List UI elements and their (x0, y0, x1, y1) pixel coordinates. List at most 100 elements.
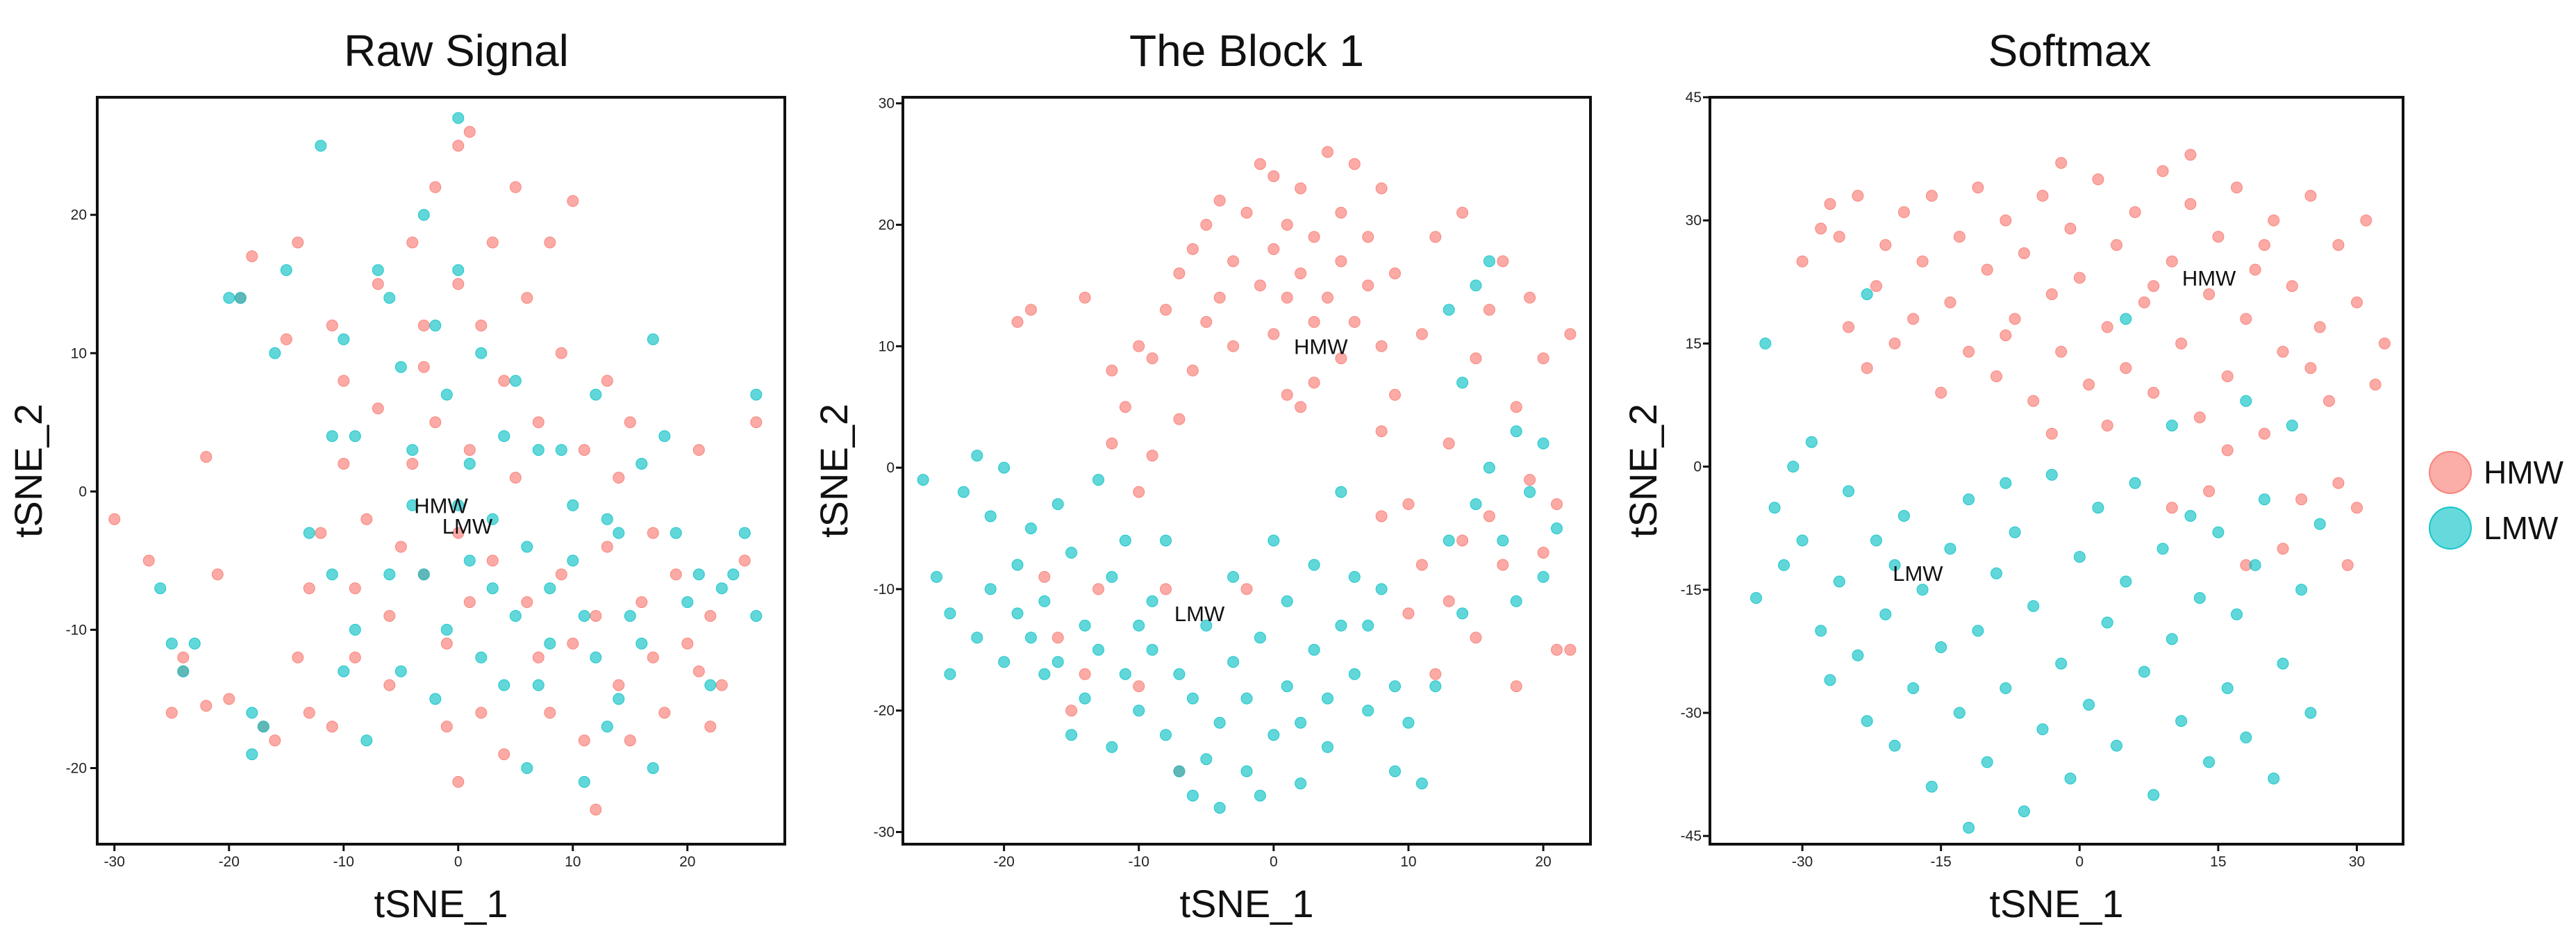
data-point-hmw (1213, 195, 1226, 207)
data-point-lmw (383, 568, 396, 581)
legend-item-hmw: HMW (2429, 451, 2564, 494)
data-point-hmw (647, 527, 659, 539)
data-point-hmw (1200, 219, 1213, 231)
data-point-lmw (1092, 474, 1104, 486)
y-tick-label: 45 (1686, 90, 1702, 106)
data-point-lmw (2055, 657, 2068, 670)
data-point-hmw (544, 236, 556, 249)
data-point-lmw (1852, 649, 1864, 661)
data-point-hmw (715, 679, 728, 691)
data-point-hmw (326, 320, 338, 331)
data-point-hmw (2286, 280, 2298, 293)
data-point-hmw (1200, 315, 1213, 328)
data-point-lmw (1429, 680, 1442, 693)
data-point-lmw (1281, 595, 1293, 607)
x-tick-label: -10 (1129, 854, 1149, 870)
data-point-hmw (463, 126, 476, 138)
data-point-lmw (917, 474, 929, 486)
y-axis-label: tSNE_2 (6, 404, 50, 538)
data-point-lmw (223, 292, 235, 304)
data-point-lmw (1888, 559, 1901, 571)
data-point-lmw (984, 583, 997, 595)
data-point-lmw (624, 610, 636, 622)
data-point-lmw (2000, 477, 2012, 489)
y-tick-label: -45 (1681, 828, 1702, 844)
data-point-hmw (1106, 364, 1118, 377)
data-point-hmw (1443, 437, 1455, 450)
data-point-lmw (1907, 682, 1920, 694)
data-point-lmw (1200, 619, 1213, 632)
data-point-hmw (1146, 352, 1158, 365)
data-point-hmw (2000, 329, 2012, 342)
data-point-hmw (315, 527, 327, 539)
data-point-lmw (681, 596, 694, 609)
data-point-lmw (2304, 707, 2317, 719)
data-point-lmw (360, 734, 373, 747)
data-point-hmw (2083, 379, 2095, 390)
data-point-hmw (338, 458, 350, 470)
data-point-hmw (383, 679, 396, 691)
data-point-lmw (1268, 534, 1280, 547)
data-point-lmw (1186, 692, 1199, 705)
data-point-hmw (1510, 401, 1522, 413)
data-point-hmw (2258, 239, 2270, 252)
data-point-hmw (452, 527, 465, 539)
data-point-hmw (1443, 595, 1455, 607)
data-point-hmw (1295, 182, 1307, 195)
data-point-lmw (578, 775, 590, 788)
data-point-hmw (1240, 583, 1253, 595)
data-point-hmw (429, 416, 442, 429)
data-point-lmw (1524, 486, 1536, 498)
data-point-lmw (635, 458, 648, 470)
data-point-hmw (452, 278, 465, 290)
data-point-lmw (2231, 608, 2243, 620)
data-point-hmw (1537, 352, 1549, 365)
legend-swatch (2429, 507, 2472, 550)
data-point-hmw (670, 568, 682, 581)
data-point-hmw (1510, 680, 1522, 693)
data-point-hmw (624, 734, 636, 747)
data-point-lmw (498, 430, 510, 443)
data-point-hmw (2221, 370, 2234, 383)
data-point-hmw (1870, 280, 1882, 293)
series-lmw (1750, 288, 2326, 834)
data-point-hmw (2258, 427, 2270, 440)
data-point-lmw (1402, 716, 1415, 729)
data-point-hmw (1133, 340, 1145, 352)
y-tick-label: 0 (78, 484, 87, 500)
series-hmw (1796, 149, 2391, 571)
data-point-hmw (1186, 364, 1199, 377)
data-point-lmw (2203, 756, 2216, 768)
data-point-hmw (292, 236, 304, 249)
data-point-lmw (1024, 632, 1037, 644)
data-point-hmw (2111, 239, 2122, 252)
data-point-lmw (1092, 643, 1104, 656)
data-point-hmw (1456, 206, 1469, 219)
data-point-lmw (1322, 692, 1333, 705)
data-point-lmw (1963, 821, 1975, 834)
data-point-lmw (315, 140, 327, 152)
data-point-hmw (567, 637, 579, 650)
data-point-hmw (521, 596, 533, 609)
data-point-lmw (349, 430, 361, 443)
data-point-hmw (1133, 680, 1145, 693)
data-point-hmw (2147, 386, 2160, 399)
data-point-lmw (984, 510, 997, 522)
data-point-hmw (1173, 267, 1186, 279)
data-point-lmw (2045, 468, 2058, 481)
data-point-lmw (1537, 437, 1549, 450)
cluster-label: HMW (414, 493, 468, 518)
data-point-lmw (2129, 477, 2141, 489)
data-point-hmw (555, 568, 567, 581)
data-point-hmw (165, 707, 178, 719)
data-point-lmw (2258, 493, 2270, 506)
data-point-hmw (372, 278, 384, 290)
data-point-hmw (1052, 632, 1064, 644)
data-point-hmw (509, 472, 522, 484)
data-point-lmw (2184, 510, 2197, 522)
panel-3: Softmax -30 -15 0 15 30 -45 -30 -15 0 15 30 45 tSNE_1… (1621, 26, 2404, 925)
data-point-lmw (738, 527, 751, 539)
data-point-lmw (406, 499, 419, 511)
data-point-lmw (1415, 777, 1428, 790)
data-point-hmw (1254, 279, 1266, 292)
